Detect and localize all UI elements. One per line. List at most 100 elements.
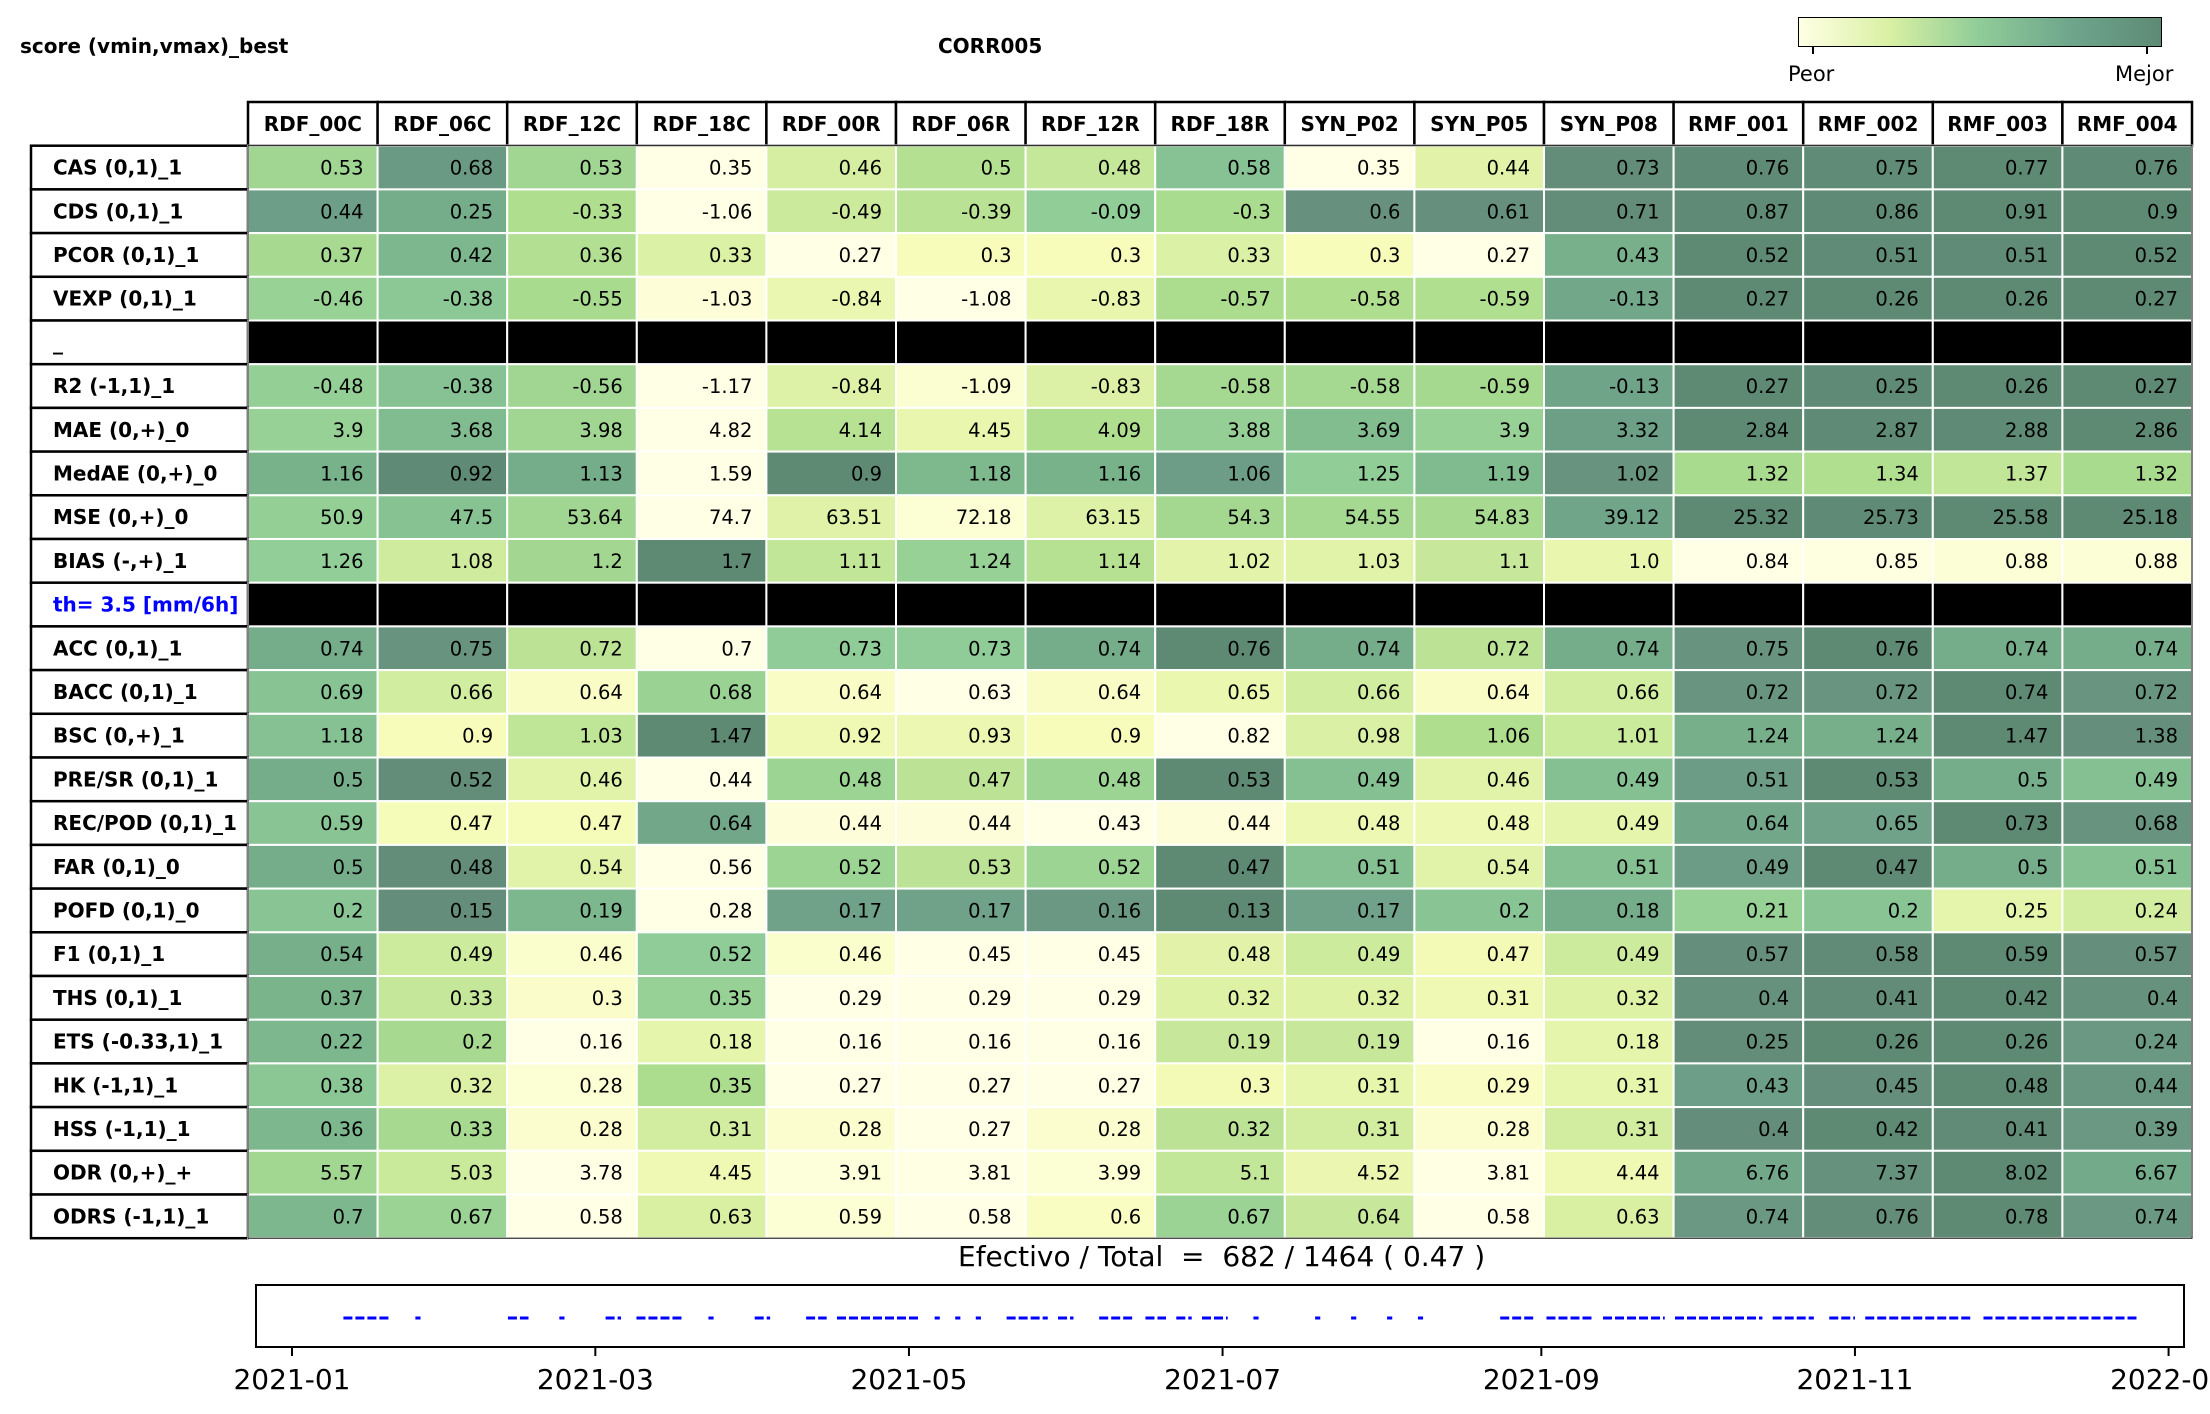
row-label: REC/POD (0,1)_1 xyxy=(53,811,237,835)
heatmap-cell xyxy=(1024,538,1157,584)
cell-value: 0.53 xyxy=(320,157,363,180)
cell-value: 54.3 xyxy=(1227,506,1270,529)
heatmap-cell xyxy=(765,756,898,803)
heatmap-cell xyxy=(376,1018,509,1065)
cell-value: 0.51 xyxy=(1746,768,1789,791)
heatmap-cell xyxy=(1672,800,1805,846)
heatmap-cell xyxy=(765,406,898,453)
cell-value: 0.57 xyxy=(1746,943,1789,966)
cell-value: 0.45 xyxy=(1098,943,1141,966)
cell-value: 0.48 xyxy=(1098,768,1141,791)
cell-value: -0.13 xyxy=(1609,375,1659,398)
cell-value: 0.31 xyxy=(1357,1074,1400,1097)
separator-cell xyxy=(1802,319,1934,366)
heatmap-cell xyxy=(1283,144,1416,191)
cell-value: 0.3 xyxy=(1240,1074,1271,1097)
cell-value: 0.16 xyxy=(1098,1031,1141,1054)
separator-cell xyxy=(1154,581,1286,628)
cell-value: 0.26 xyxy=(1875,288,1918,311)
cell-value: 0.25 xyxy=(450,200,493,223)
cell-value: 0.72 xyxy=(1487,637,1530,660)
heatmap-cell xyxy=(506,1193,638,1240)
cell-value: 1.24 xyxy=(968,550,1011,573)
row-label: HK (-1,1)_1 xyxy=(53,1073,178,1097)
heatmap-cell xyxy=(1802,669,1934,715)
cell-value: 0.25 xyxy=(1875,375,1918,398)
cell-value: 0.16 xyxy=(579,1031,622,1054)
separator-cell xyxy=(1283,319,1416,366)
cell-value: 4.82 xyxy=(709,419,752,442)
cell-value: -0.59 xyxy=(1480,288,1530,311)
heatmap-cell xyxy=(2061,1149,2193,1196)
cell-value: 0.64 xyxy=(709,812,752,835)
cell-value: 0.49 xyxy=(2135,768,2178,791)
cell-value: 0.52 xyxy=(1746,244,1789,267)
heatmap-cell xyxy=(895,1106,1027,1152)
colorbar-high-label: Mejor xyxy=(2115,62,2174,86)
cell-value: 0.26 xyxy=(2005,288,2048,311)
heatmap-cell xyxy=(1413,1193,1546,1240)
timeline-tick-label: 2021-01 xyxy=(233,1363,350,1396)
cell-value: 0.18 xyxy=(1616,1031,1659,1054)
cell-value: 3.98 xyxy=(579,419,622,442)
cell-value: 0.58 xyxy=(1227,157,1270,180)
cell-value: 1.16 xyxy=(1098,462,1141,485)
cell-value: 54.83 xyxy=(1474,506,1530,529)
heatmap-cell xyxy=(506,406,638,453)
heatmap-cell xyxy=(765,1062,898,1109)
row-label-cell xyxy=(29,974,250,1021)
heatmap-cell xyxy=(1543,712,1675,759)
separator-cell xyxy=(1672,581,1805,628)
column-header-label: RMF_004 xyxy=(2077,112,2178,136)
cell-value: 1.2 xyxy=(592,550,623,573)
cell-value: 0.36 xyxy=(320,1118,363,1141)
cell-value: 5.03 xyxy=(450,1162,493,1185)
cell-value: 0.33 xyxy=(1227,244,1270,267)
cell-value: 0.74 xyxy=(1616,637,1659,660)
cell-value: 3.9 xyxy=(1499,419,1530,442)
cell-value: 0.74 xyxy=(1746,1205,1789,1228)
cell-value: 0.45 xyxy=(968,943,1011,966)
cell-value: 0.35 xyxy=(709,987,752,1010)
heatmap-cell xyxy=(1543,363,1675,409)
column-header-label: RMF_003 xyxy=(1947,112,2048,136)
row-label-cell xyxy=(29,537,250,584)
heatmap-cell xyxy=(376,800,509,846)
cell-value: -0.83 xyxy=(1091,288,1141,311)
cell-value: 0.44 xyxy=(839,812,882,835)
cell-value: 0.87 xyxy=(1746,200,1789,223)
heatmap-cell xyxy=(1543,1018,1675,1065)
cell-value: 0.63 xyxy=(968,681,1011,704)
cell-value: 0.5 xyxy=(981,157,1012,180)
cell-value: 0.4 xyxy=(2147,987,2178,1010)
cell-value: 0.9 xyxy=(2147,200,2178,223)
cell-value: -0.49 xyxy=(832,200,882,223)
heatmap-cell xyxy=(1931,887,2064,934)
row-label-cell xyxy=(29,275,250,322)
cell-value: 0.33 xyxy=(450,987,493,1010)
cell-value: 1.38 xyxy=(2135,725,2178,748)
cell-value: -1.09 xyxy=(961,375,1011,398)
row-label: CAS (0,1)_1 xyxy=(53,156,182,180)
heatmap-cell xyxy=(1283,975,1416,1021)
heatmap-cell xyxy=(1672,669,1805,715)
heatmap-cell xyxy=(1154,712,1286,759)
cell-value: 0.76 xyxy=(1746,157,1789,180)
cell-value: 0.29 xyxy=(968,987,1011,1010)
cell-value: -1.06 xyxy=(702,200,752,223)
cell-value: 0.59 xyxy=(2005,943,2048,966)
cell-value: -0.57 xyxy=(1220,288,1270,311)
cell-value: 0.31 xyxy=(1487,987,1530,1010)
cell-value: -0.58 xyxy=(1350,288,1400,311)
heatmap-cell xyxy=(1283,843,1416,890)
cell-value: 0.17 xyxy=(968,899,1011,922)
cell-value: 0.3 xyxy=(1110,244,1141,267)
cell-value: 0.52 xyxy=(2135,244,2178,267)
heatmap-cell xyxy=(1931,931,2064,977)
cell-value: 0.21 xyxy=(1746,899,1789,922)
row-label: ETS (-0.33,1)_1 xyxy=(53,1030,223,1054)
cell-value: -0.55 xyxy=(572,288,622,311)
cell-value: 0.35 xyxy=(709,1074,752,1097)
cell-value: 0.2 xyxy=(1499,899,1530,922)
heatmap-cell xyxy=(1413,232,1546,278)
